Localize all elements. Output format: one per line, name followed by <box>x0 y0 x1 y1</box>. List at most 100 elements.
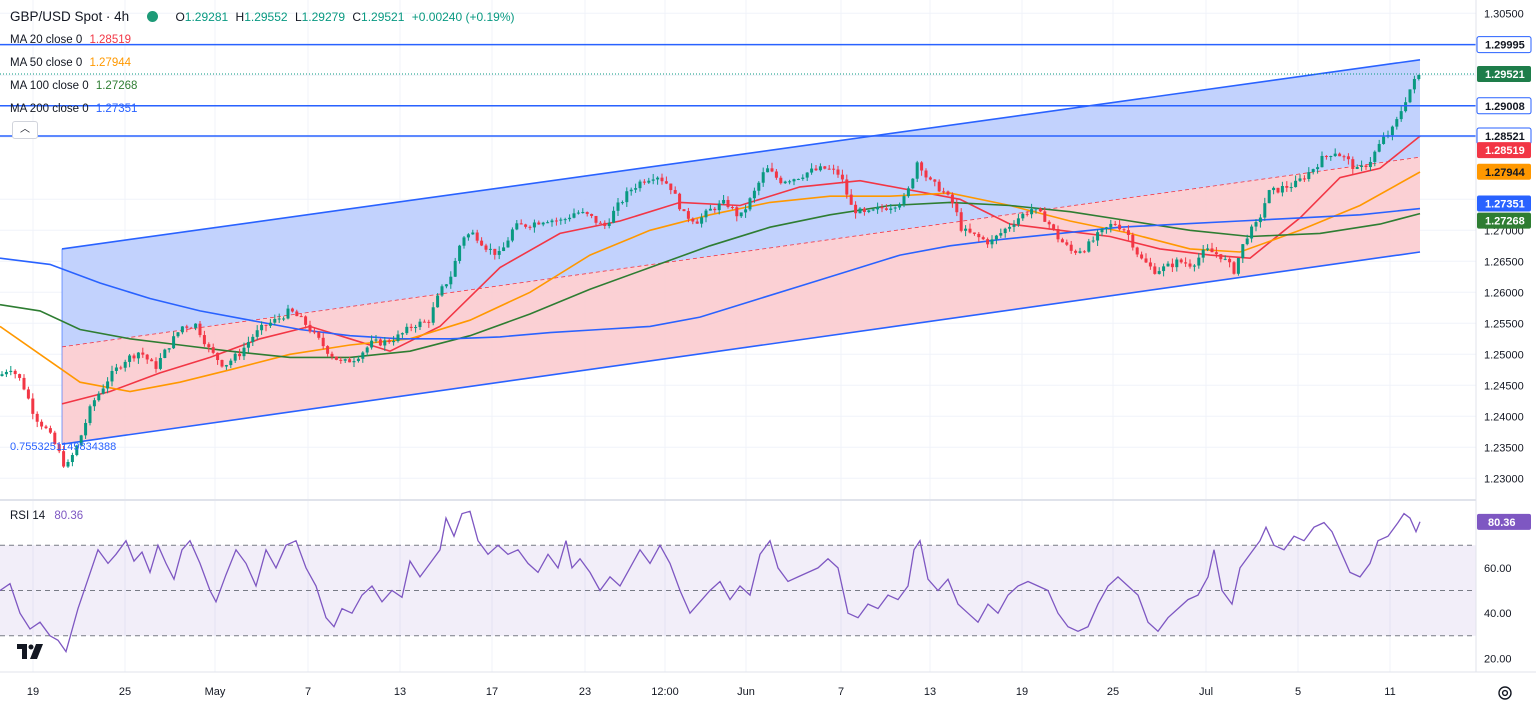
channel-lower-line[interactable] <box>61 251 1421 445</box>
price-tag-last[interactable]: 1.29521 <box>1477 65 1531 82</box>
candle-body <box>260 324 264 331</box>
candle-body <box>1320 155 1324 168</box>
price-tag-ma100[interactable]: 1.27268 <box>1477 212 1531 229</box>
candle-body <box>598 222 602 224</box>
candle-body <box>849 194 853 205</box>
candle-body <box>590 213 594 216</box>
price-tick-label: 1.23000 <box>1484 473 1524 485</box>
candle-body <box>1197 257 1201 266</box>
candle-body <box>1144 258 1148 263</box>
tradingview-logo-icon[interactable] <box>17 643 43 661</box>
candle-body <box>1404 102 1408 112</box>
candle-body <box>1043 211 1047 222</box>
candle-body <box>229 360 233 366</box>
market-status-icon <box>146 11 158 22</box>
candle-body <box>1060 239 1064 243</box>
price-tag-box <box>1477 163 1531 180</box>
candle-body <box>1131 234 1135 248</box>
candle-body <box>334 356 338 360</box>
price-tag-box <box>1477 212 1531 229</box>
channel-upper-line[interactable] <box>61 59 1421 250</box>
channel-middle-line[interactable] <box>61 156 1421 348</box>
candle-body <box>1390 126 1394 136</box>
interval-label[interactable]: 4h <box>114 9 130 24</box>
candle-body <box>1016 218 1020 225</box>
time-axis[interactable]: 19 25 May 7 13 17 23 12:00 Jun 7 13 19 25 Jul 5 11 <box>0 671 1536 698</box>
candle-body <box>1267 190 1271 204</box>
candle-body <box>13 370 17 375</box>
price-tag-line[interactable]: 1.29995 <box>1476 36 1532 54</box>
rsi-tick-label: 20.00 <box>1484 653 1512 665</box>
candle-body <box>405 326 409 334</box>
candle-body <box>484 245 488 250</box>
ma200-legend[interactable]: MA 200 close 0 1.27351 <box>10 103 138 115</box>
candle-body <box>277 318 281 320</box>
price-tag-line[interactable]: 1.28521 <box>1476 127 1532 145</box>
candle-body <box>374 339 378 341</box>
candle-body <box>330 353 334 357</box>
ma100-legend[interactable]: MA 100 close 0 1.27268 <box>10 80 138 92</box>
candle-body <box>436 295 440 308</box>
candle-body <box>1250 226 1254 239</box>
channel-label: 0.7553251149834388 <box>10 441 117 453</box>
candle-body <box>1254 222 1258 227</box>
candle-body <box>216 352 220 360</box>
candle-body <box>1162 266 1166 272</box>
candle-body <box>158 357 162 369</box>
rsi-value-tag[interactable]: 80.36 <box>1477 513 1531 530</box>
rsi-legend[interactable]: RSI 14 80.36 <box>10 510 83 522</box>
candle-body <box>920 162 924 171</box>
candle-body <box>1368 161 1372 168</box>
candle-body <box>713 208 717 211</box>
candle-body <box>1078 251 1082 253</box>
candle-body <box>1052 224 1056 230</box>
horizontal-levels[interactable] <box>0 43 1476 137</box>
candle-body <box>246 342 250 348</box>
candle-body <box>810 168 814 173</box>
candle-body <box>625 191 629 203</box>
price-tag-box <box>1477 195 1531 212</box>
candle-body <box>220 359 224 367</box>
close-value: 1.29521 <box>361 10 405 24</box>
candle-body <box>818 166 822 171</box>
gear-icon[interactable] <box>1496 684 1514 702</box>
candle-body <box>84 422 88 436</box>
candle-body <box>35 413 39 422</box>
collapse-legend-button[interactable]: ︿ <box>12 121 38 139</box>
candle-body <box>845 179 849 195</box>
ma50-legend[interactable]: MA 50 close 0 1.27944 <box>10 57 132 69</box>
candle-body <box>660 177 664 182</box>
ohlc-values: O1.29281 H1.29552 L1.29279 C1.29521 +0.0… <box>175 10 515 24</box>
candle-body <box>114 367 118 371</box>
candle-body <box>1056 229 1060 240</box>
price-tag-ma20[interactable]: 1.28519 <box>1477 142 1531 159</box>
price-tag-ma200[interactable]: 1.27351 <box>1477 195 1531 212</box>
candle-body <box>827 168 831 170</box>
price-tick-label: 1.30500 <box>1484 8 1524 20</box>
candle-body <box>295 311 299 317</box>
candle-body <box>1258 217 1262 223</box>
candle-body <box>757 182 761 191</box>
price-tag-line[interactable]: 1.29008 <box>1476 97 1532 115</box>
price-tag-ma50[interactable]: 1.27944 <box>1477 163 1531 180</box>
candle-body <box>686 211 690 219</box>
candle-body <box>814 168 818 171</box>
time-tick-label: 7 <box>838 686 844 698</box>
candle-body <box>1417 74 1421 79</box>
candle-body <box>1236 258 1240 274</box>
high-value: 1.29552 <box>244 10 288 24</box>
symbol-name[interactable]: GBP/USD Spot <box>10 9 103 24</box>
candle-body <box>392 341 396 343</box>
ma20-legend[interactable]: MA 20 close 0 1.28519 <box>10 34 132 46</box>
candle-body <box>453 260 457 277</box>
price-axis[interactable]: 1.305001.295001.290001.285001.275001.270… <box>1475 0 1536 709</box>
candle-body <box>387 340 391 343</box>
regression-channel[interactable] <box>61 59 1421 445</box>
candle-body <box>480 240 484 246</box>
candle-body <box>290 308 294 312</box>
candle-body <box>594 215 598 223</box>
candle-body <box>458 245 462 261</box>
candle-body <box>968 228 972 233</box>
candle-body <box>1175 259 1179 268</box>
